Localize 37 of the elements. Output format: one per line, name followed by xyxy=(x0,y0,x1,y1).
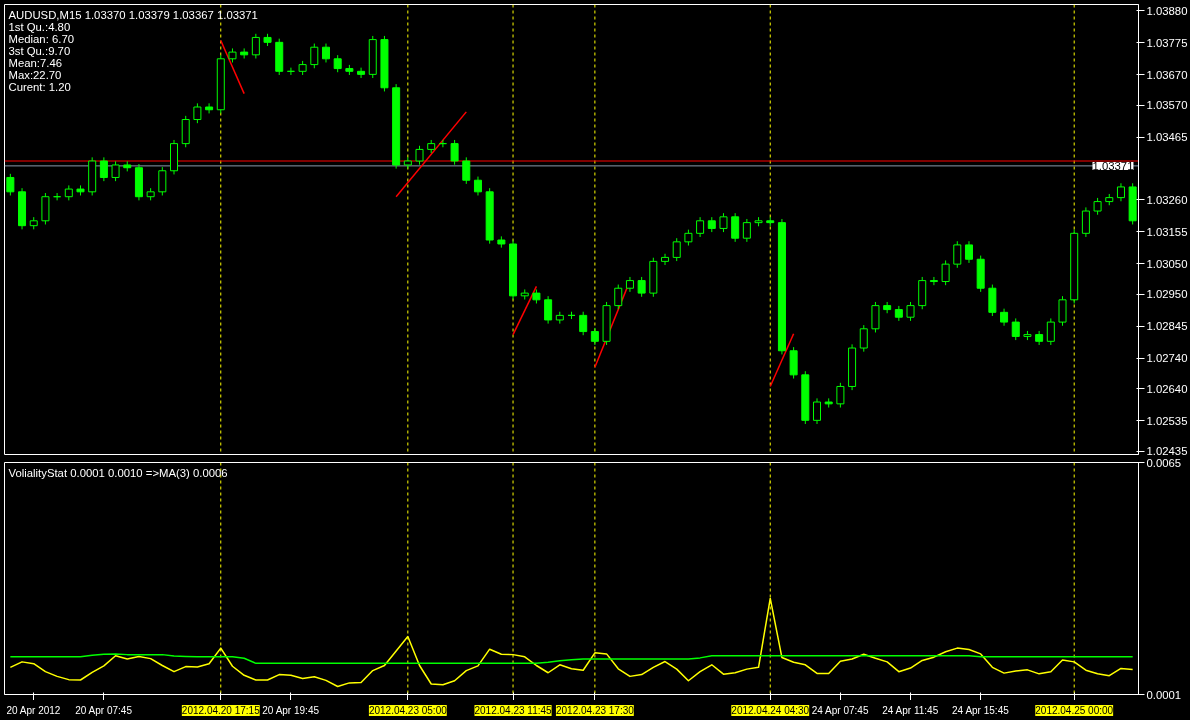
y-tick-label: 1.03775 xyxy=(1146,36,1188,49)
y-tick-label: 1.03260 xyxy=(1146,193,1188,206)
y-tick-label: 1.03050 xyxy=(1146,257,1188,270)
y-tick-label: 1.03155 xyxy=(1146,225,1188,238)
x-tick-label: 24 Apr 15:45 xyxy=(952,705,1010,716)
x-tick-label: 20 Apr 19:45 xyxy=(262,705,320,716)
x-tick-label: 2012.04.25 00:00 xyxy=(1035,705,1114,716)
x-tick-label: 24 Apr 07:45 xyxy=(811,705,869,716)
x-tick-label: 2012.04.23 11:45 xyxy=(474,705,553,716)
x-tick-label: 24 Apr 11:45 xyxy=(882,705,939,716)
ref-line-label: 1.03371 xyxy=(1092,159,1134,172)
x-tick-label: 2012.04.24 04:30 xyxy=(731,705,810,716)
annotation: 3st Qu.:9.70 xyxy=(8,44,71,57)
y-tick-label: 1.03880 xyxy=(1146,4,1188,17)
x-tick-label: 2012.04.20 17:15 xyxy=(181,705,261,716)
y-tick-label: 1.02845 xyxy=(1146,320,1188,333)
x-tick-label: 20 Apr 2012 xyxy=(6,705,61,716)
y-tick-label: 0.0001 xyxy=(1146,688,1182,701)
y-tick-label: 1.03465 xyxy=(1146,131,1188,144)
y-tick-label: 1.02435 xyxy=(1146,445,1188,458)
annotation: Mean:7.46 xyxy=(8,56,63,69)
y-tick-label: 0.0065 xyxy=(1146,456,1182,469)
annotation: Curent: 1.20 xyxy=(8,80,71,93)
chart-title: AUDUSD,M15 1.03370 1.03379 1.03367 1.03371 xyxy=(8,8,258,21)
chart-title: VolialityStat 0.0001 0.0010 =>MA(3) 0.0006 xyxy=(8,466,228,479)
y-tick-label: 1.02640 xyxy=(1146,382,1188,395)
x-tick-label: 2012.04.23 05:00 xyxy=(368,705,448,716)
annotation: Median: 6.70 xyxy=(8,32,74,45)
y-tick-label: 1.03570 xyxy=(1146,99,1188,112)
annotation: 1st Qu.:4.80 xyxy=(8,20,71,33)
x-tick-label: 20 Apr 07:45 xyxy=(75,705,133,716)
y-tick-label: 1.03670 xyxy=(1146,68,1188,81)
annotation: Max:22.70 xyxy=(8,68,62,81)
y-tick-label: 1.02950 xyxy=(1146,288,1188,301)
y-tick-label: 1.02535 xyxy=(1146,414,1188,427)
x-tick-label: 2012.04.23 17:30 xyxy=(555,705,635,716)
y-tick-label: 1.02740 xyxy=(1146,352,1188,365)
